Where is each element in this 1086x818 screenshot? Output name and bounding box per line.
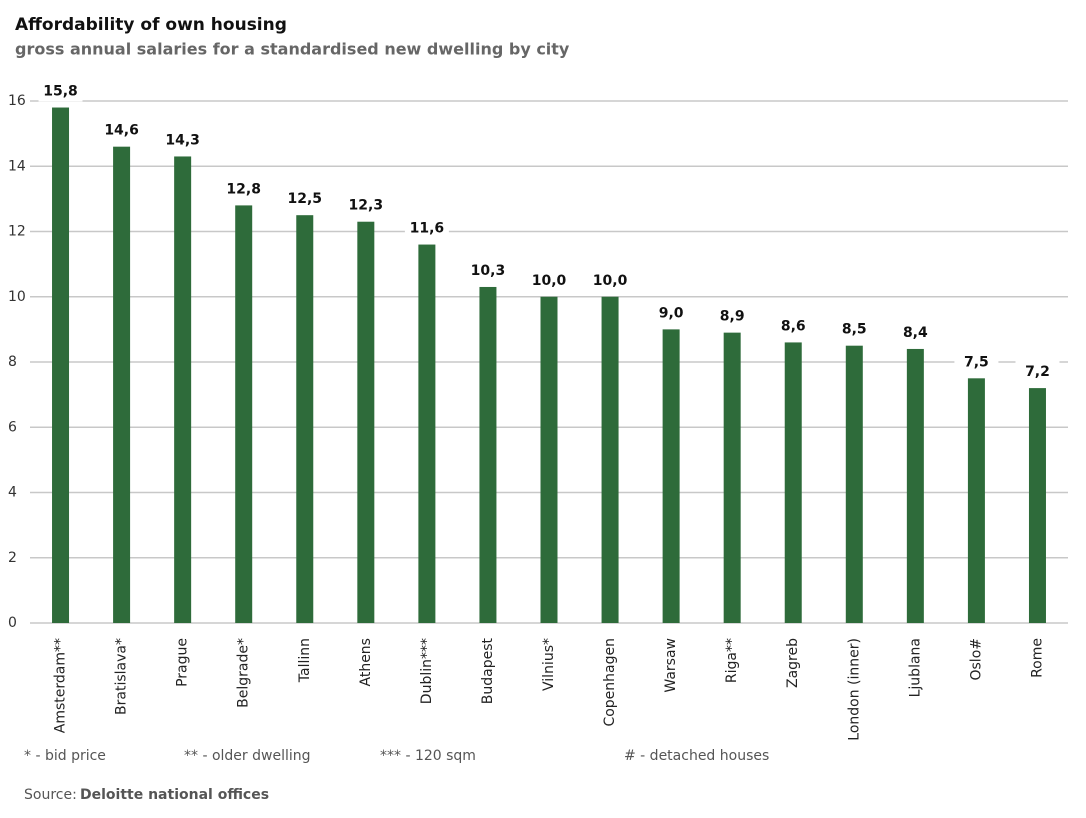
y-tick-label: 16 bbox=[8, 93, 26, 109]
chart-title: Affordability of own housing bbox=[15, 15, 287, 35]
y-tick-label: 4 bbox=[8, 485, 17, 501]
bar bbox=[967, 378, 985, 623]
bar bbox=[174, 156, 192, 623]
x-tick-label: Bratislava* bbox=[114, 638, 130, 715]
footnote: # - detached houses bbox=[624, 748, 769, 764]
x-tick-label: Riga** bbox=[724, 638, 740, 683]
y-tick-label: 14 bbox=[8, 158, 26, 174]
y-tick-label: 2 bbox=[8, 550, 17, 566]
x-tick-label: London (inner) bbox=[846, 638, 862, 741]
x-tick-label: Ljublana bbox=[907, 638, 923, 697]
bar bbox=[845, 345, 863, 623]
x-tick-label: Vilnius* bbox=[541, 638, 557, 691]
value-label: 11,6 bbox=[410, 221, 445, 237]
bar bbox=[418, 244, 436, 624]
label-background bbox=[465, 258, 510, 281]
bar bbox=[662, 329, 680, 623]
label-background bbox=[404, 216, 449, 239]
x-tick-label: Dublin*** bbox=[419, 638, 435, 704]
x-tick-label: Budapest bbox=[480, 637, 496, 704]
value-label: 10,0 bbox=[593, 273, 628, 289]
x-tick-label: Rome bbox=[1029, 638, 1045, 678]
value-label: 10,0 bbox=[532, 273, 567, 289]
bar bbox=[906, 348, 924, 623]
bar bbox=[784, 342, 802, 623]
x-tick-label: Athens bbox=[358, 638, 374, 686]
footnote: * - bid price bbox=[24, 748, 106, 764]
value-label: 9,0 bbox=[659, 305, 684, 321]
bar bbox=[601, 296, 619, 623]
label-background bbox=[38, 79, 83, 102]
y-tick-label: 12 bbox=[8, 224, 26, 240]
y-tick-label: 8 bbox=[8, 354, 17, 370]
label-background bbox=[954, 350, 999, 373]
label-background bbox=[527, 268, 571, 291]
y-tick-label: 10 bbox=[8, 289, 26, 305]
x-tick-label: Prague bbox=[175, 638, 191, 687]
source-text: Deloitte national offices bbox=[80, 787, 269, 803]
value-label: 7,2 bbox=[1025, 364, 1050, 380]
value-label: 8,9 bbox=[720, 309, 745, 325]
x-tick-label: Tallinn bbox=[297, 638, 313, 683]
value-label: 12,8 bbox=[226, 181, 261, 197]
chart-subtitle: gross annual salaries for a standardised… bbox=[15, 40, 570, 59]
value-label: 14,3 bbox=[165, 132, 200, 148]
bar bbox=[723, 332, 741, 623]
bar bbox=[52, 107, 70, 623]
x-tick-label: Amsterdam** bbox=[53, 638, 69, 733]
bar bbox=[235, 205, 253, 623]
label-background bbox=[832, 317, 877, 340]
value-label: 8,4 bbox=[903, 325, 928, 341]
bar bbox=[1028, 388, 1046, 623]
label-background bbox=[282, 187, 327, 210]
label-background bbox=[343, 193, 388, 216]
label-background bbox=[1015, 360, 1060, 383]
bar bbox=[357, 221, 375, 623]
y-tick-label: 0 bbox=[8, 615, 17, 631]
bar bbox=[296, 215, 314, 623]
bar bbox=[113, 146, 131, 624]
value-label: 12,5 bbox=[287, 191, 322, 207]
label-background bbox=[893, 320, 938, 343]
value-label: 10,3 bbox=[471, 263, 506, 279]
value-label: 8,5 bbox=[842, 322, 867, 338]
label-background bbox=[710, 304, 755, 327]
label-background bbox=[649, 301, 694, 324]
footnote: *** - 120 sqm bbox=[380, 748, 476, 764]
footnote: ** - older dwelling bbox=[184, 748, 311, 764]
x-tick-label: Copenhagen bbox=[602, 638, 618, 727]
value-label: 14,6 bbox=[104, 123, 139, 139]
label-background bbox=[160, 128, 205, 151]
y-tick-label: 6 bbox=[8, 419, 17, 435]
label-background bbox=[588, 268, 633, 291]
bar bbox=[479, 286, 497, 623]
x-tick-label: Oslo# bbox=[968, 638, 984, 681]
x-tick-label: Zagreb bbox=[785, 638, 801, 688]
value-label: 8,6 bbox=[781, 318, 806, 334]
value-label: 7,5 bbox=[964, 354, 989, 370]
label-background bbox=[99, 118, 144, 141]
value-label: 12,3 bbox=[349, 198, 384, 214]
x-tick-label: Belgrade* bbox=[236, 638, 252, 708]
label-background bbox=[771, 314, 816, 337]
bar bbox=[540, 296, 558, 623]
label-background bbox=[221, 177, 266, 200]
value-label: 15,8 bbox=[43, 84, 78, 100]
source-label: Source: bbox=[24, 787, 77, 803]
x-tick-label: Warsaw bbox=[663, 638, 679, 693]
